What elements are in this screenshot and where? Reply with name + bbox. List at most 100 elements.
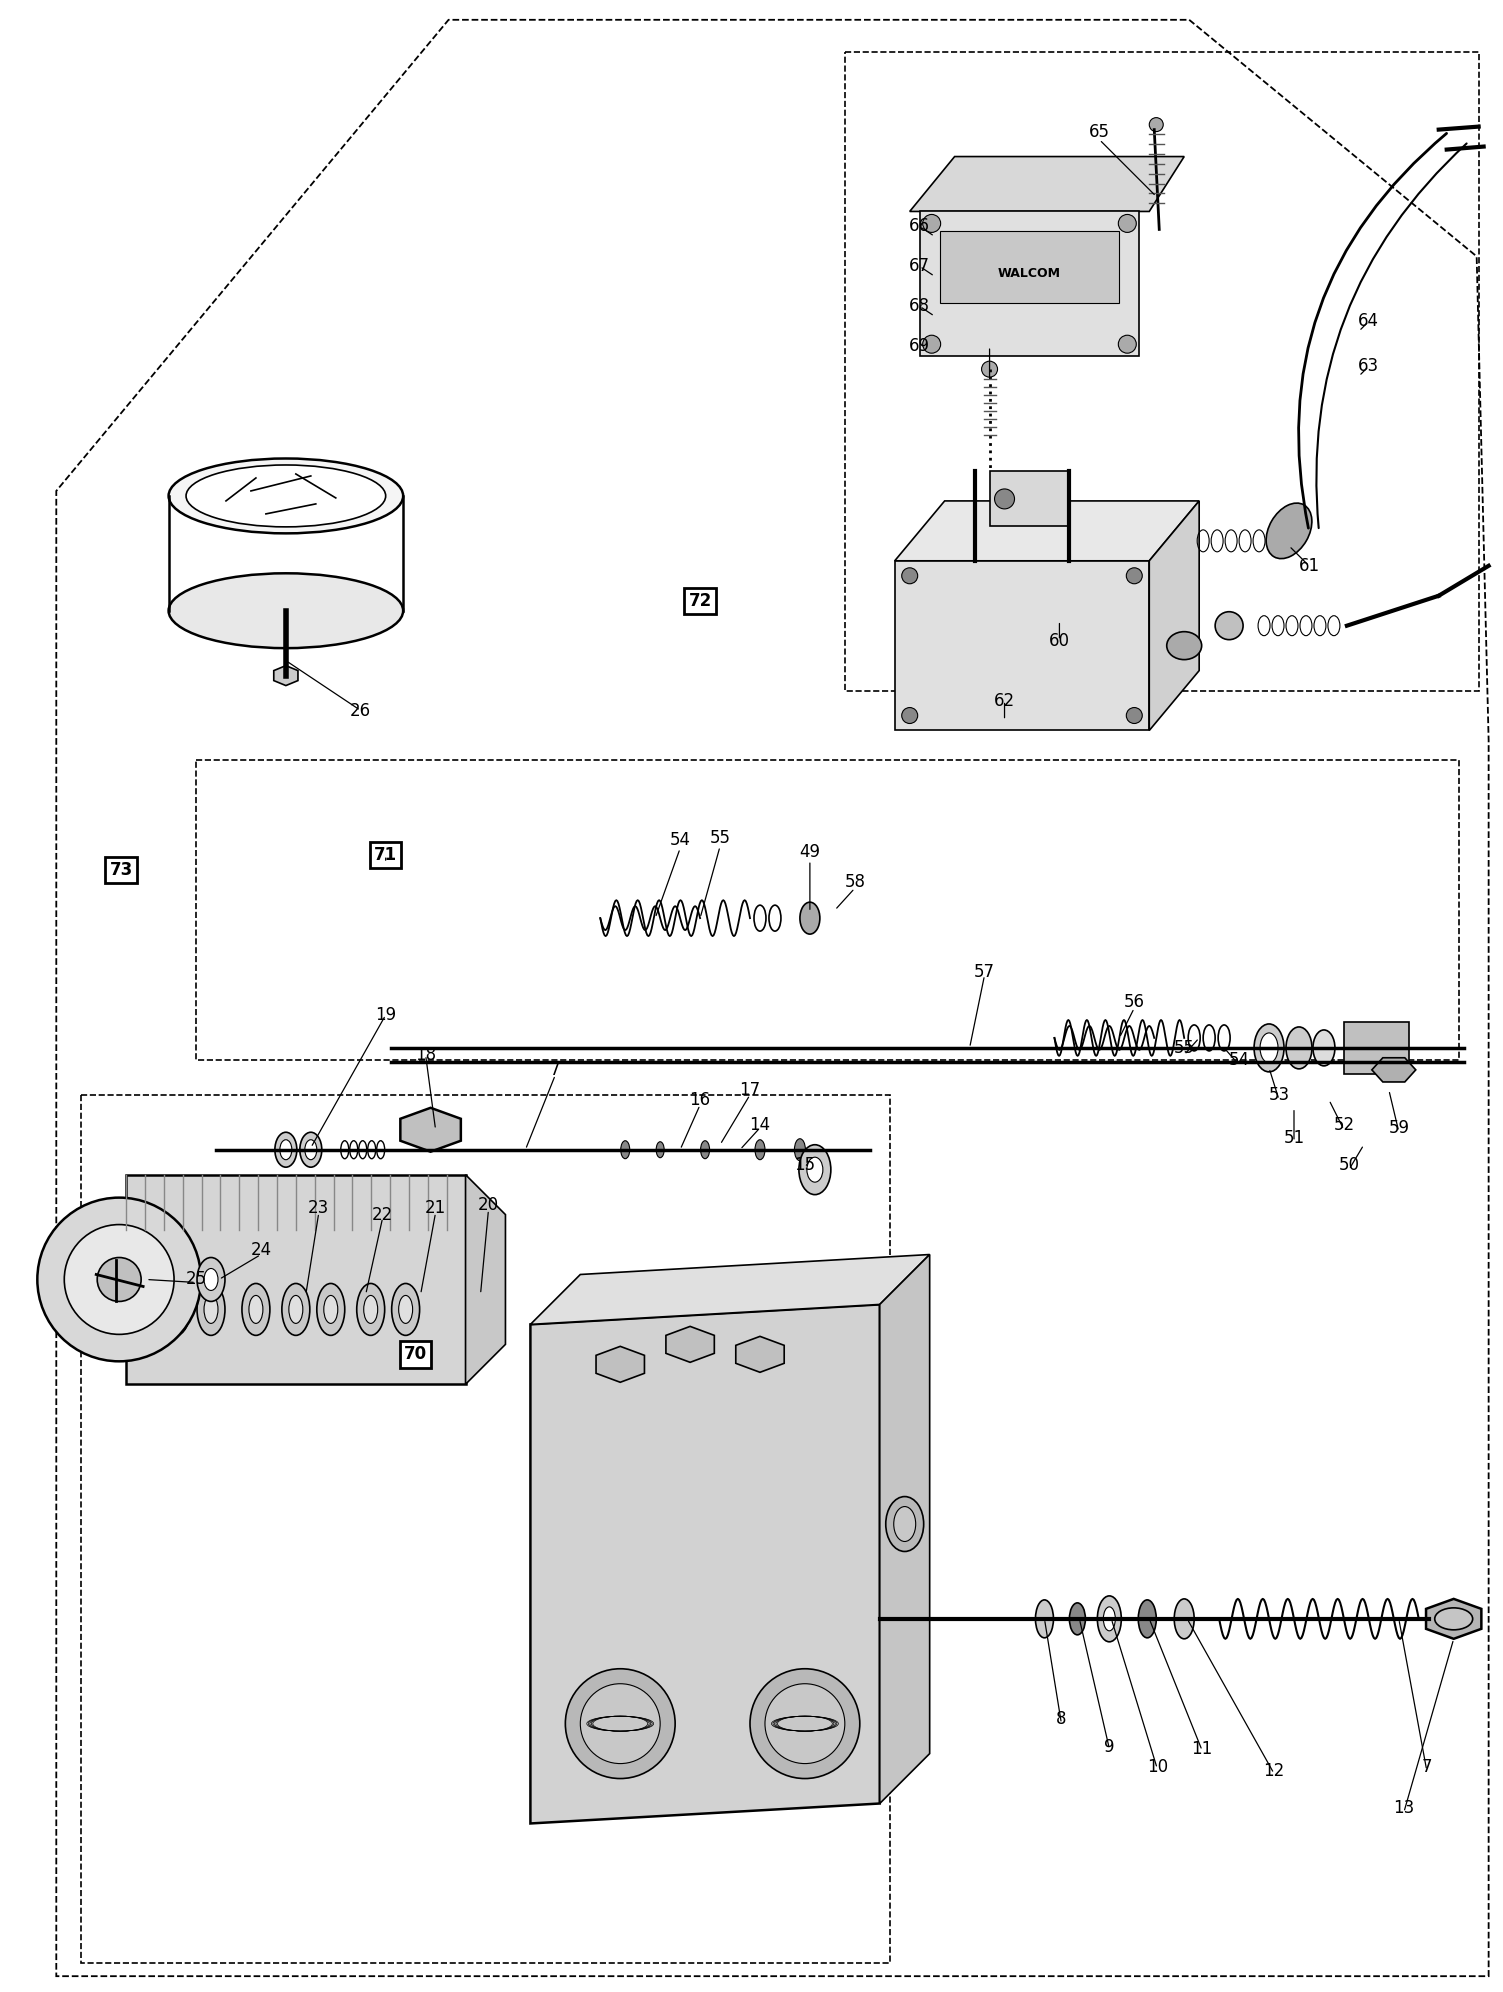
Ellipse shape xyxy=(981,361,998,376)
Ellipse shape xyxy=(280,1139,292,1159)
Ellipse shape xyxy=(1287,1028,1312,1070)
Circle shape xyxy=(38,1197,201,1361)
Circle shape xyxy=(1118,215,1136,233)
Text: 73: 73 xyxy=(110,861,132,878)
Text: 70: 70 xyxy=(404,1345,427,1363)
Text: 8: 8 xyxy=(1057,1709,1067,1727)
Bar xyxy=(920,211,1139,357)
Text: 25: 25 xyxy=(185,1271,206,1289)
Text: 54: 54 xyxy=(670,831,691,849)
Text: 62: 62 xyxy=(993,691,1015,709)
Text: 11: 11 xyxy=(1192,1739,1213,1757)
Text: 22: 22 xyxy=(373,1205,394,1223)
Ellipse shape xyxy=(168,574,403,647)
Text: 63: 63 xyxy=(1359,357,1380,374)
Ellipse shape xyxy=(1150,118,1163,131)
Ellipse shape xyxy=(807,1157,822,1181)
Circle shape xyxy=(923,335,941,353)
Ellipse shape xyxy=(204,1295,218,1323)
Polygon shape xyxy=(274,665,298,685)
Circle shape xyxy=(1118,335,1136,353)
Ellipse shape xyxy=(186,464,386,526)
Text: 23: 23 xyxy=(308,1199,329,1217)
Circle shape xyxy=(65,1225,174,1335)
Text: 18: 18 xyxy=(415,1046,436,1064)
Text: 53: 53 xyxy=(1269,1086,1290,1104)
Circle shape xyxy=(98,1257,141,1301)
Ellipse shape xyxy=(621,1141,630,1159)
Ellipse shape xyxy=(1036,1600,1054,1637)
Ellipse shape xyxy=(323,1295,338,1323)
Ellipse shape xyxy=(1103,1608,1115,1631)
Circle shape xyxy=(750,1669,860,1779)
Text: 20: 20 xyxy=(478,1195,499,1213)
Text: 65: 65 xyxy=(1088,124,1109,141)
Text: 19: 19 xyxy=(376,1006,397,1024)
Ellipse shape xyxy=(168,458,403,534)
Text: 9: 9 xyxy=(1105,1737,1115,1755)
Polygon shape xyxy=(879,1255,930,1803)
Text: 14: 14 xyxy=(750,1116,771,1133)
Ellipse shape xyxy=(305,1139,317,1159)
Text: 71: 71 xyxy=(374,847,397,865)
Circle shape xyxy=(995,488,1015,508)
Text: 54: 54 xyxy=(1228,1052,1249,1070)
Ellipse shape xyxy=(755,1139,765,1159)
Polygon shape xyxy=(400,1108,461,1151)
Ellipse shape xyxy=(356,1283,385,1335)
Text: 59: 59 xyxy=(1389,1120,1410,1137)
Bar xyxy=(894,562,1150,731)
Ellipse shape xyxy=(1260,1034,1278,1064)
Ellipse shape xyxy=(800,902,819,934)
Ellipse shape xyxy=(1138,1600,1156,1637)
Ellipse shape xyxy=(1070,1604,1085,1635)
Ellipse shape xyxy=(162,1283,189,1335)
Ellipse shape xyxy=(249,1295,263,1323)
Text: 55: 55 xyxy=(709,829,730,847)
Ellipse shape xyxy=(885,1496,924,1552)
Ellipse shape xyxy=(275,1131,296,1167)
Ellipse shape xyxy=(289,1295,302,1323)
Ellipse shape xyxy=(1166,631,1202,659)
Ellipse shape xyxy=(1254,1024,1284,1072)
Text: 56: 56 xyxy=(1124,992,1145,1012)
Polygon shape xyxy=(466,1175,505,1384)
Polygon shape xyxy=(597,1347,645,1382)
Ellipse shape xyxy=(1266,504,1312,558)
Circle shape xyxy=(902,707,918,723)
Circle shape xyxy=(580,1683,660,1763)
Ellipse shape xyxy=(1314,1030,1335,1066)
Text: 24: 24 xyxy=(251,1241,272,1259)
Text: 52: 52 xyxy=(1333,1116,1354,1133)
Text: 21: 21 xyxy=(425,1199,446,1217)
Text: 60: 60 xyxy=(1049,631,1070,649)
Ellipse shape xyxy=(242,1283,271,1335)
Polygon shape xyxy=(894,500,1199,562)
Ellipse shape xyxy=(700,1141,709,1159)
Text: 26: 26 xyxy=(350,701,371,719)
Ellipse shape xyxy=(1214,612,1243,639)
Bar xyxy=(1344,1022,1408,1074)
Ellipse shape xyxy=(168,1295,183,1323)
Ellipse shape xyxy=(197,1257,225,1301)
Polygon shape xyxy=(531,1305,879,1823)
Polygon shape xyxy=(666,1327,714,1363)
Text: 10: 10 xyxy=(1147,1757,1168,1775)
Ellipse shape xyxy=(398,1295,413,1323)
Ellipse shape xyxy=(657,1141,664,1157)
Text: 67: 67 xyxy=(909,257,930,275)
Circle shape xyxy=(902,568,918,584)
Ellipse shape xyxy=(795,1139,806,1161)
Text: 72: 72 xyxy=(688,592,712,610)
Polygon shape xyxy=(909,157,1184,211)
Text: 12: 12 xyxy=(1264,1761,1285,1779)
Ellipse shape xyxy=(364,1295,377,1323)
Polygon shape xyxy=(1426,1600,1482,1639)
Text: WALCOM: WALCOM xyxy=(998,267,1061,279)
Text: 58: 58 xyxy=(845,872,866,890)
Ellipse shape xyxy=(1097,1596,1121,1641)
Text: 64: 64 xyxy=(1359,313,1380,331)
Ellipse shape xyxy=(392,1283,419,1335)
Ellipse shape xyxy=(299,1131,322,1167)
Ellipse shape xyxy=(283,1283,310,1335)
